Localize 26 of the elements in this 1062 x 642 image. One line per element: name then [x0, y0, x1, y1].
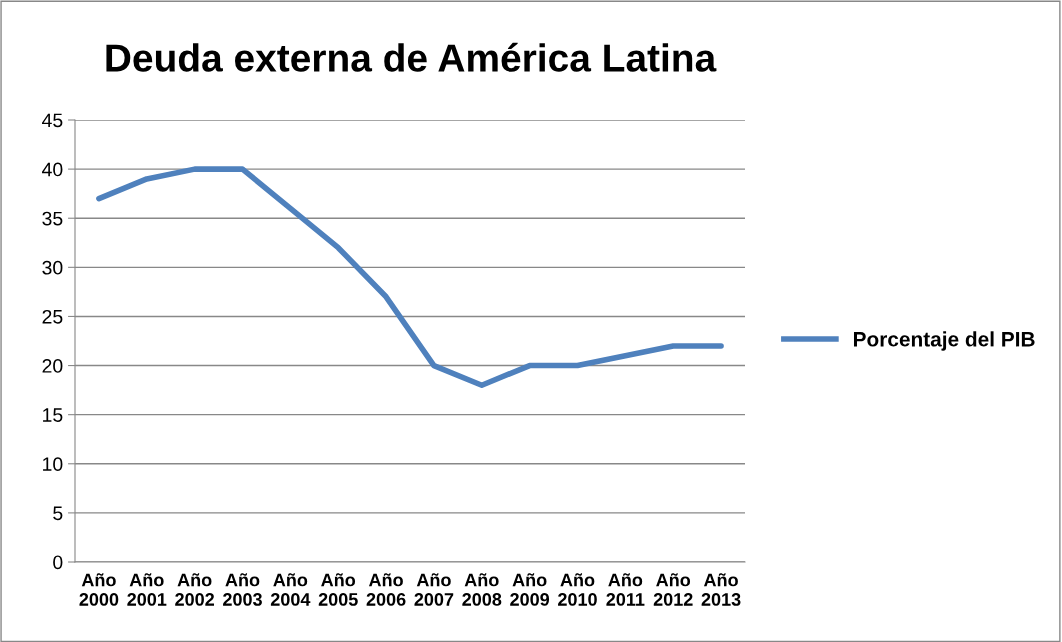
y-tick-label: 0	[53, 555, 63, 570]
y-tick-label: 10	[43, 457, 63, 472]
x-tick-label: Año 2006	[366, 573, 406, 606]
x-tick-label: Año 2002	[175, 573, 214, 606]
y-tick-label: 15	[43, 408, 63, 422]
x-tick-label: Año 2009	[510, 573, 550, 606]
x-tick-label: Año 2000	[79, 573, 119, 606]
x-tick-label: Año 2008	[462, 573, 502, 606]
x-tick-label: Año 2013	[701, 573, 741, 606]
x-tick-label: Año 2012	[653, 573, 693, 606]
y-tick-label: 20	[42, 359, 63, 373]
y-tick-label: 35	[42, 211, 63, 226]
y-tick-label: 30	[42, 260, 63, 275]
x-tick-label: Año 2007	[414, 573, 454, 606]
y-tick-label: 40	[42, 162, 63, 177]
chart-title: Deuda externa de América Latina	[106, 42, 717, 72]
legend-label: Porcentaje del PIB	[853, 331, 1035, 351]
x-tick-label: Año 2003	[223, 573, 262, 606]
x-tick-label: Año 2001	[127, 573, 167, 606]
x-tick-label: Año 2010	[558, 573, 597, 606]
y-tick-label: 45	[42, 113, 63, 128]
x-tick-label: Año 2004	[270, 573, 311, 606]
x-tick-label: Año 2011	[606, 573, 645, 606]
y-tick-label: 5	[53, 506, 63, 521]
y-tick-label: 25	[42, 309, 63, 324]
x-tick-label: Año 2005	[318, 573, 358, 606]
